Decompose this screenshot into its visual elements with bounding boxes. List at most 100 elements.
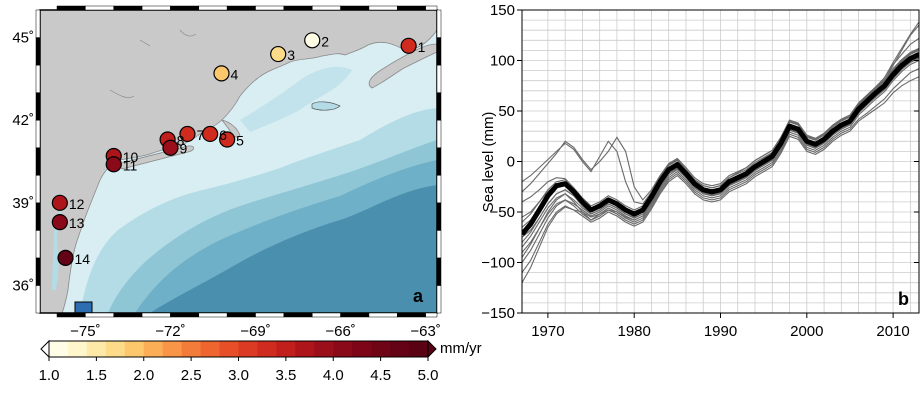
colorbar-cell: [333, 341, 353, 357]
station-label-10: 10: [123, 149, 139, 165]
sea-level-panel: 1970 1980 1990 2000 2010 −150 −100 −50 0 50 100 15…: [480, 2, 920, 340]
gulf-of-maine: [240, 66, 352, 132]
plot-grid: [522, 9, 919, 314]
station-marker-11: [105, 156, 122, 173]
frame-segment: [35, 175, 41, 204]
colorbar-tick-label: 1.5: [86, 367, 107, 384]
colorbar-cell: [257, 341, 277, 357]
frame-segment: [85, 5, 114, 11]
station-marker-12: [51, 194, 68, 211]
frame-segment: [35, 37, 41, 66]
station-label-11: 11: [123, 157, 138, 173]
x-tick-label: 1970: [531, 323, 564, 340]
colorbar-cell: [162, 341, 183, 357]
frame-segment: [436, 9, 442, 38]
frame-segment: [35, 257, 41, 286]
x-axis-ticks: 1970 1980 1990 2000 2010: [531, 313, 910, 340]
station-marker-9: [162, 139, 179, 156]
frame-segment: [283, 5, 313, 11]
y-tick-label: 100: [490, 53, 515, 70]
frame-segment: [436, 119, 442, 148]
frame-segment: [113, 5, 143, 11]
station-label-3: 3: [287, 47, 295, 63]
station-marker-5: [219, 131, 236, 148]
frame-segment: [35, 92, 41, 121]
colorbar-cell: [314, 341, 334, 357]
colorbar-cell: [276, 341, 296, 357]
colorbar-cell: [295, 341, 315, 357]
station-label-13: 13: [69, 215, 85, 231]
x-tick-label: 2010: [876, 323, 909, 340]
station-series-line: [522, 48, 919, 201]
frame-segment: [141, 312, 171, 318]
y-tick-label: −100: [481, 255, 515, 272]
colorbar-tick-label: 3.5: [275, 367, 296, 384]
frame-segment: [35, 285, 41, 314]
x-tick-label: 1990: [704, 323, 737, 340]
colorbar-tick-label: 3.0: [228, 367, 249, 384]
frame-segment: [340, 5, 370, 11]
latitude-tick-label: 42˚: [12, 112, 34, 129]
frame-segment: [255, 312, 285, 318]
station-marker-7: [179, 125, 196, 143]
y-tick-label: −150: [481, 305, 515, 322]
latitude-tick-label: 39˚: [12, 195, 34, 212]
frame-segment: [311, 5, 341, 11]
colorbar-tick-labels: 1.0 1.5 2.0 2.5 3.0 3.5 4.0 4.5 5.0: [39, 357, 439, 384]
longitude-tick-label: −66˚: [325, 323, 355, 340]
frame-segment: [340, 312, 370, 318]
station-marker-4: [213, 65, 230, 82]
land-cape-cod: [221, 119, 241, 138]
frame-segment: [170, 5, 200, 11]
station-label-9: 9: [179, 141, 187, 157]
map-latitude-labels: 45˚ 42˚ 39˚ 36˚: [12, 30, 34, 295]
station-marker-3: [270, 45, 287, 63]
colorbar-tick-label: 5.0: [418, 367, 439, 384]
station-marker-6: [202, 125, 219, 143]
frame-segment: [436, 37, 442, 66]
frame-segment: [425, 5, 438, 11]
inland-lakes: [109, 29, 197, 98]
station-label-7: 7: [196, 127, 204, 143]
frame-segment: [170, 312, 200, 318]
frame-segment: [436, 147, 442, 176]
colorbar-tick-label: 1.0: [39, 367, 60, 384]
frame-segment: [113, 312, 143, 318]
y-tick-label: 150: [490, 2, 515, 19]
frame-segment: [35, 147, 41, 176]
frame-segment: [436, 257, 442, 286]
colorbar-high-arrow: [427, 339, 437, 359]
frame-segment: [311, 312, 341, 318]
colorbar-cell: [143, 341, 164, 357]
land-nova-scotia: [368, 43, 437, 89]
station-series-line: [522, 76, 919, 273]
station-series-line: [522, 47, 919, 205]
station-marker-2: [304, 32, 321, 49]
colorbar-cell: [352, 341, 372, 357]
station-label-8: 8: [177, 132, 185, 148]
frame-segment: [397, 5, 426, 11]
plot-panel-label: b: [898, 289, 909, 309]
colorbar-low-arrow: [40, 339, 50, 359]
station-marker-13: [51, 214, 68, 231]
station-label-6: 6: [219, 127, 227, 143]
frame-segment: [436, 175, 442, 204]
longitude-tick-label: −75˚: [70, 323, 100, 340]
frame-segment: [198, 312, 228, 318]
longitude-tick-label: −72˚: [155, 323, 185, 340]
colorbar-cell: [124, 341, 145, 357]
colorbar-unit: mm/yr: [440, 340, 482, 357]
station-label-5: 5: [236, 132, 244, 148]
y-tick-label: 50: [498, 103, 515, 120]
station-series-line: [522, 68, 919, 253]
colorbar-cell: [409, 341, 429, 357]
frame-segment: [436, 285, 442, 314]
latitude-tick-label: 36˚: [12, 277, 34, 294]
station-label-2: 2: [321, 33, 329, 49]
colorbar-cell: [86, 341, 107, 357]
chesapeake-bay: [52, 210, 62, 290]
x-tick-label: 2000: [790, 323, 823, 340]
inset-box: [74, 301, 93, 313]
